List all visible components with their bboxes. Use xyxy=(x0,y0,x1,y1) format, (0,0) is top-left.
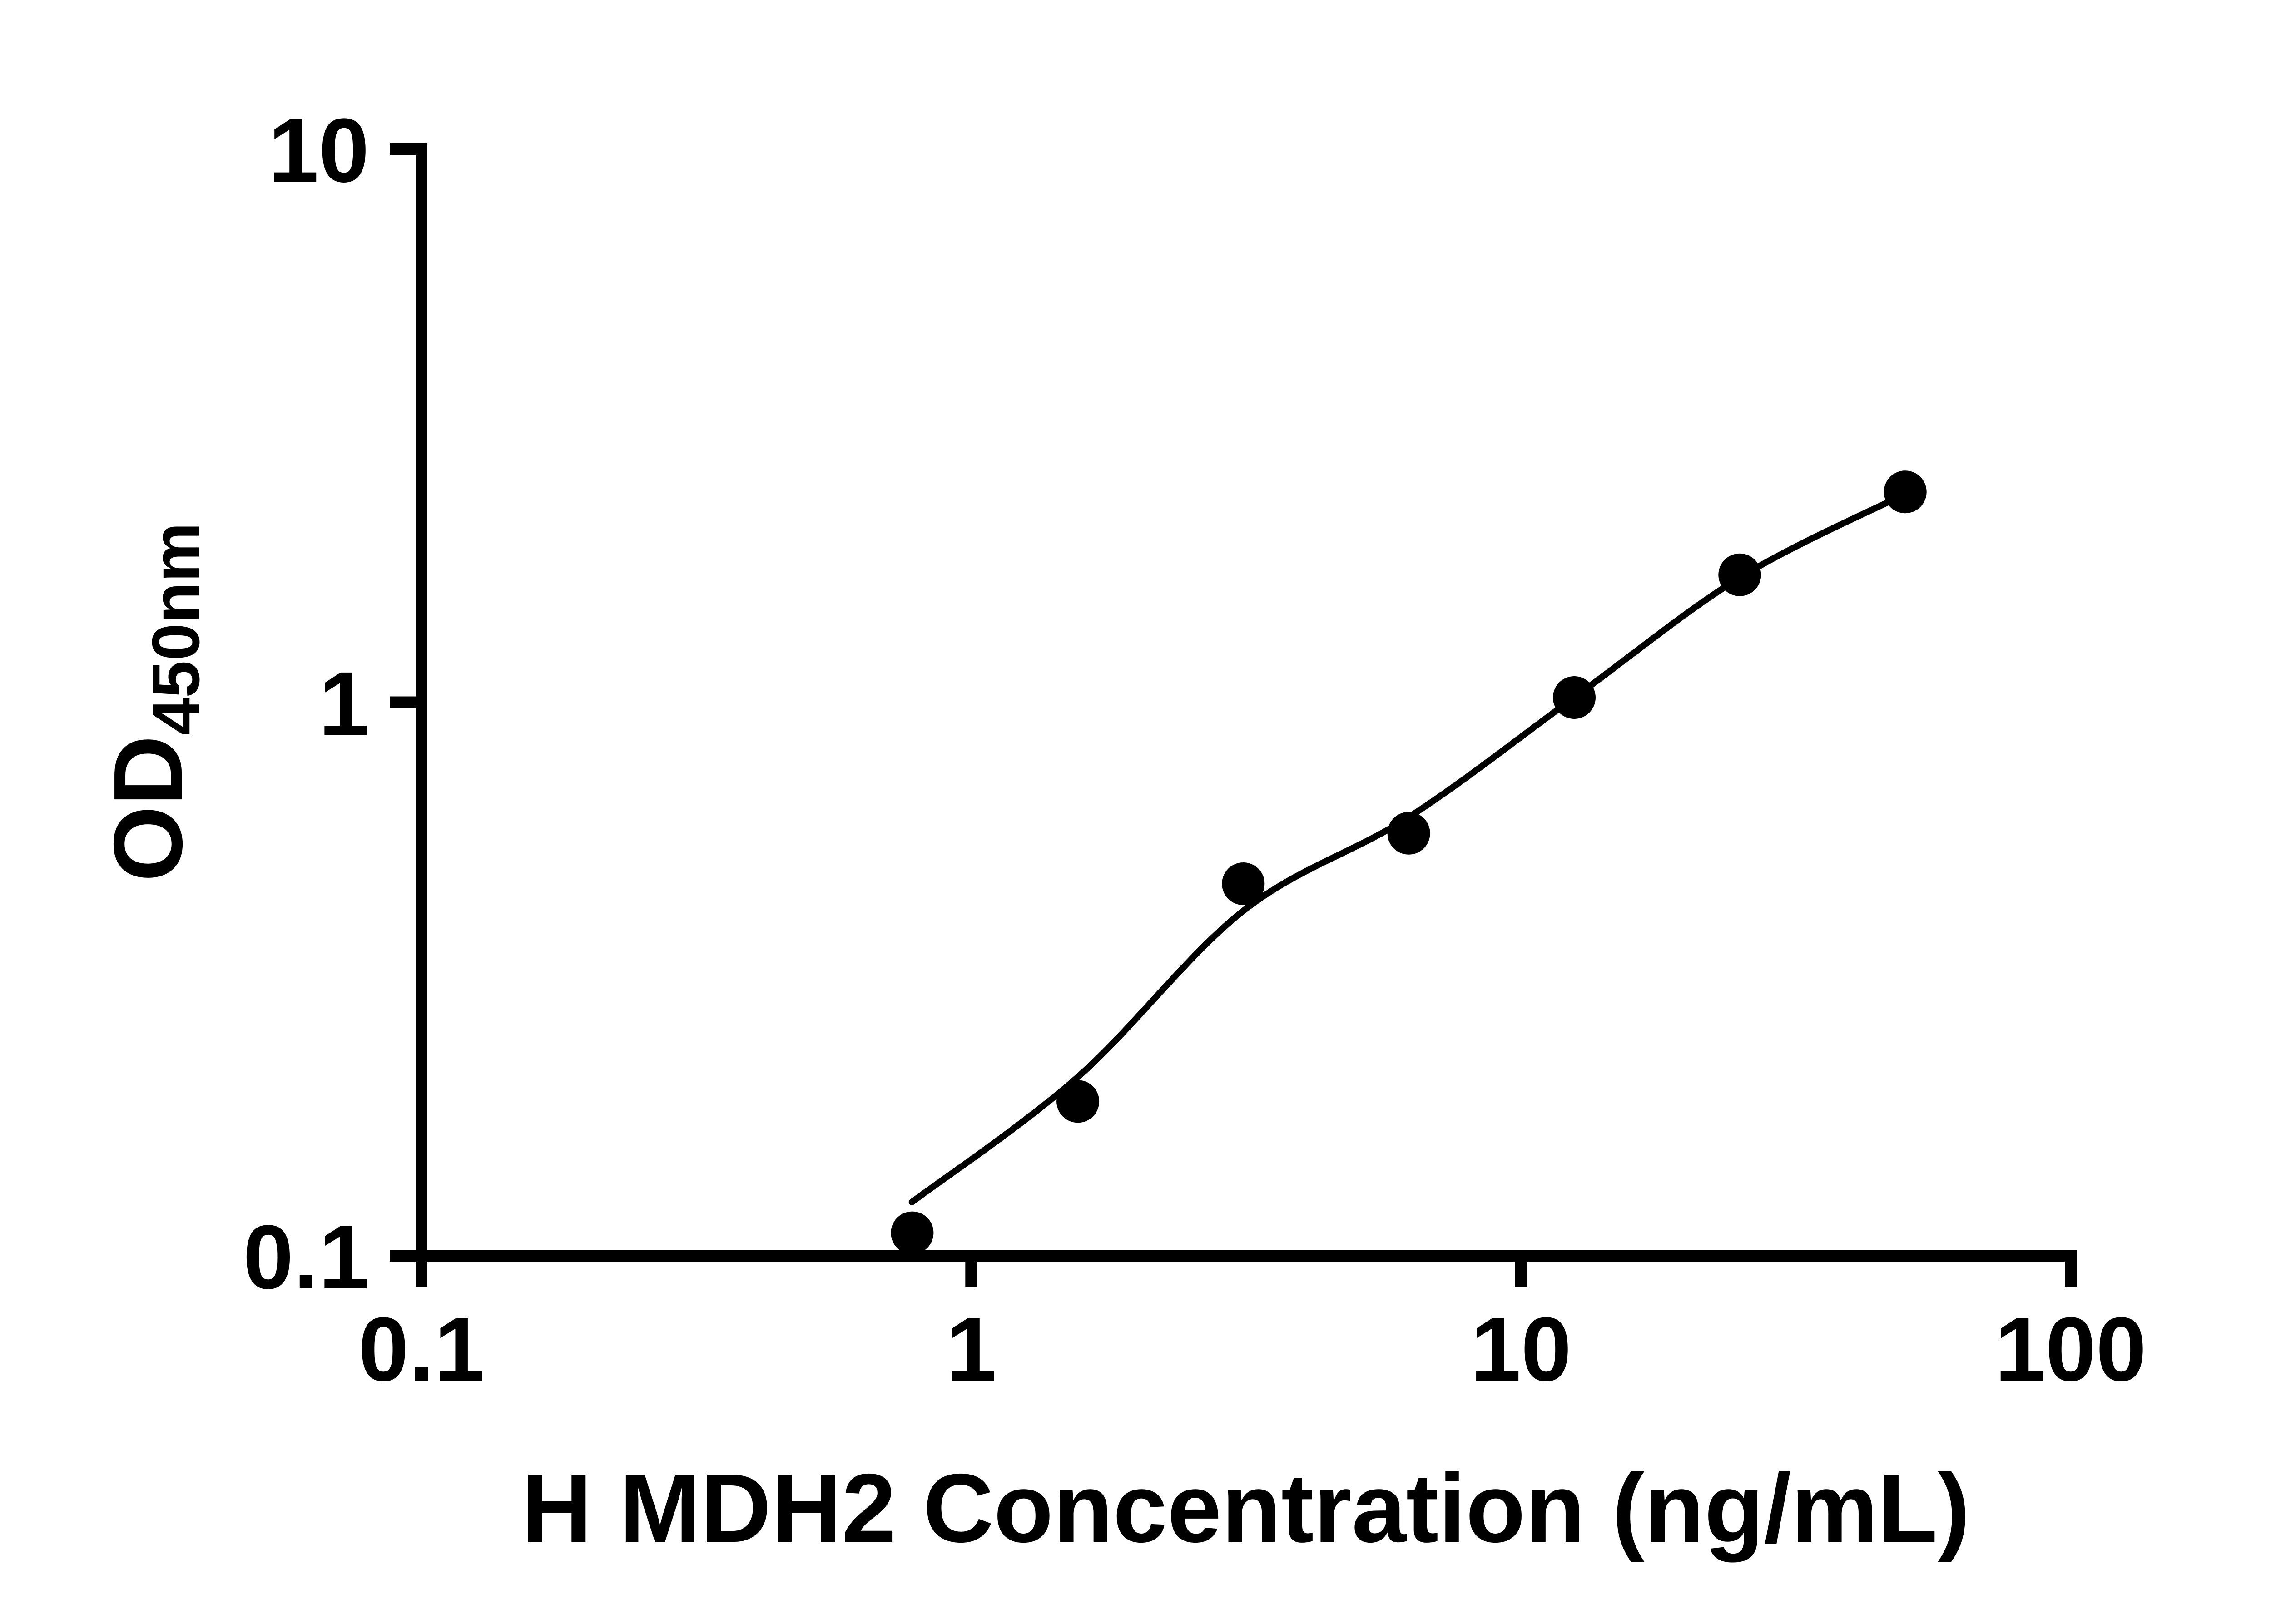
data-point xyxy=(1056,1080,1100,1123)
data-point xyxy=(891,1211,934,1254)
plot-area: 0.1 1 10 100 0.1 1 10 xyxy=(243,100,2147,1400)
x-tick-label: 0.1 xyxy=(358,1299,485,1400)
x-axis-title: H MDH2 Concentration (ng/mL) xyxy=(522,1453,1970,1563)
y-axis-title: OD450nm xyxy=(93,522,213,881)
x-tick-label: 1 xyxy=(946,1299,997,1400)
data-point xyxy=(1718,553,1761,596)
y-axis-title-subscript: 450nm xyxy=(139,522,213,735)
axes xyxy=(416,143,2077,1262)
y-tick-label: 10 xyxy=(268,100,369,201)
y-tick-label: 1 xyxy=(319,654,369,755)
x-tick-label: 100 xyxy=(1995,1299,2147,1400)
data-point xyxy=(1387,812,1430,855)
y-axis-title-main: OD xyxy=(93,735,203,882)
y-tick-label: 0.1 xyxy=(243,1207,369,1308)
x-tick-label: 10 xyxy=(1470,1299,1571,1400)
data-point xyxy=(1553,676,1596,719)
data-point xyxy=(1884,470,1927,514)
data-point xyxy=(1222,862,1265,905)
